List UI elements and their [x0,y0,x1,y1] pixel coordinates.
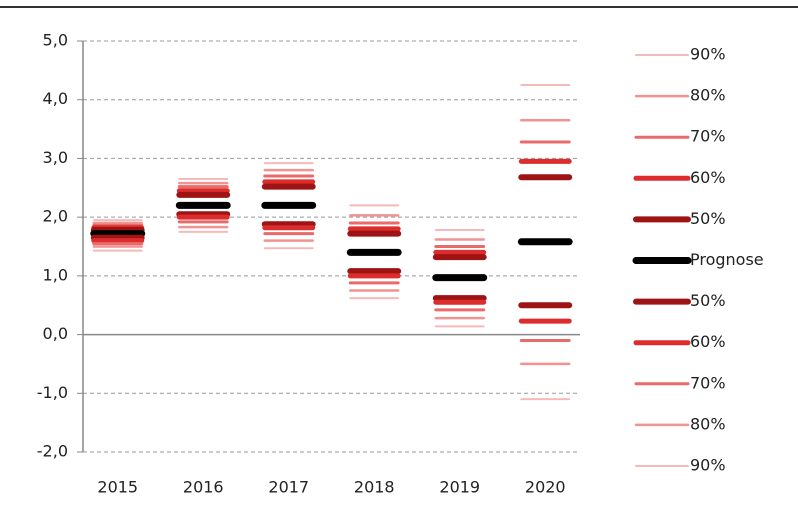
x-tick-label: 2020 [525,478,566,497]
y-tick-label: 2,0 [43,207,68,226]
legend-label: 90% [690,45,726,64]
legend-label: 70% [690,373,726,392]
y-tick-label: 1,0 [43,265,68,284]
y-tick-label: -1,0 [37,383,68,402]
legend-label: 60% [690,168,726,187]
legend-label: 70% [690,127,726,146]
x-tick-label: 2015 [97,478,138,497]
x-tick-label: 2018 [354,478,395,497]
y-tick-label: -2,0 [37,442,68,461]
legend-label: 60% [690,332,726,351]
y-tick-label: 4,0 [43,89,68,108]
legend-label: 80% [690,414,726,433]
legend-label: 50% [690,209,726,228]
y-tick-label: 0,0 [43,324,68,343]
y-tick-label: 3,0 [43,148,68,167]
x-tick-label: 2016 [183,478,224,497]
x-tick-label: 2019 [439,478,480,497]
legend-label: 90% [690,456,726,475]
legend-label: 50% [690,291,726,310]
y-tick-label: 5,0 [43,31,68,50]
legend-label: Prognose [690,250,764,269]
x-tick-label: 2017 [268,478,309,497]
legend-label: 80% [690,86,726,105]
